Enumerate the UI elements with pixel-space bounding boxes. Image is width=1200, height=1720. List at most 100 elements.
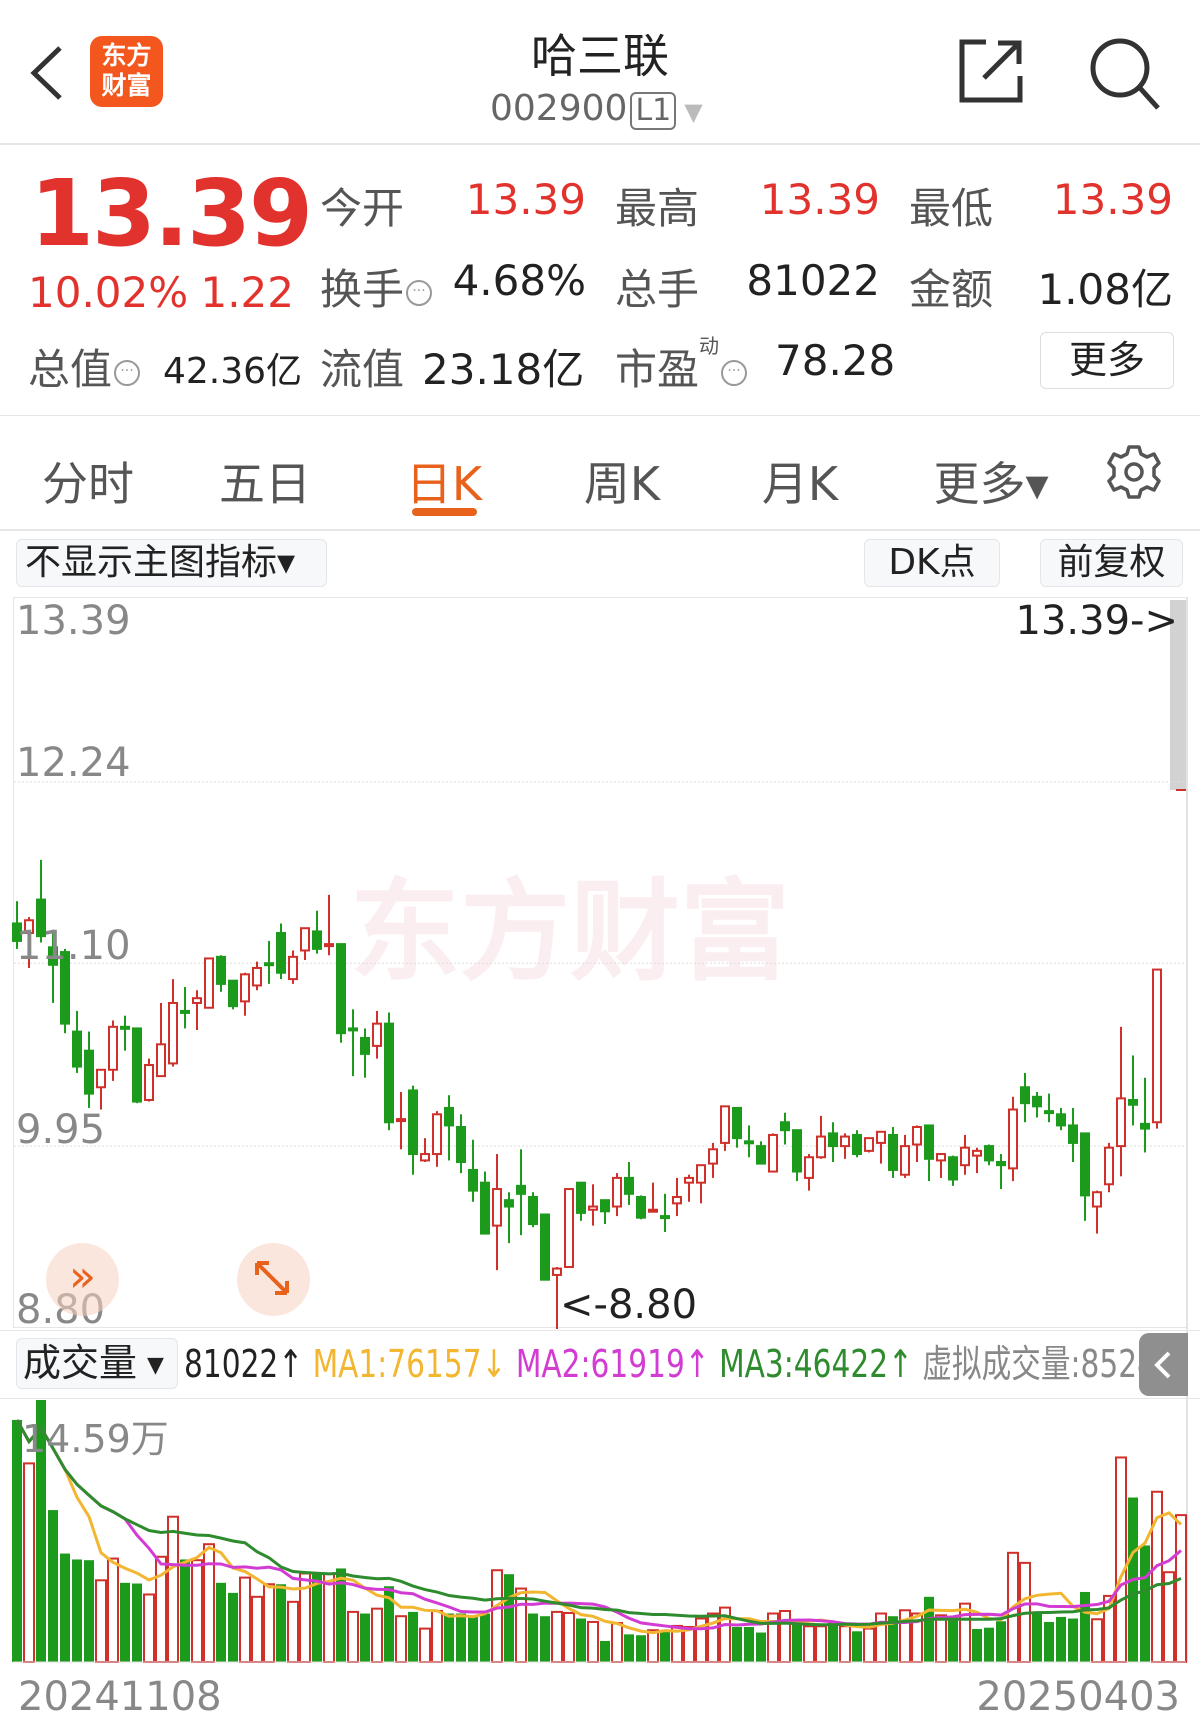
tab-five-day[interactable]: 五日	[219, 457, 311, 511]
volume-bar	[444, 1613, 454, 1662]
tab-monthly-k[interactable]: 月K	[761, 457, 839, 511]
info-icon: ···	[406, 279, 433, 306]
candle-body	[432, 1113, 442, 1156]
main-indicator-dropdown[interactable]: 不显示主图指标▾	[16, 539, 327, 587]
volume-bar	[431, 1610, 443, 1664]
stat-label-turnover[interactable]: 换手 ···	[320, 256, 433, 317]
stat-label-market-cap[interactable]: 总值 ···	[28, 336, 141, 397]
dropdown-arrow-icon: ▼	[147, 1353, 164, 1378]
volume-bar	[36, 1400, 46, 1662]
divider	[0, 1330, 1200, 1331]
volume-bar	[107, 1557, 119, 1664]
volume-bar	[815, 1625, 827, 1663]
change-percent: 10.02%	[28, 268, 189, 317]
candle-body	[468, 1168, 478, 1192]
divider	[0, 1398, 1200, 1399]
app-logo: 东方 财富	[90, 36, 163, 107]
stat-label-open: 今开	[320, 184, 405, 233]
volume-bar	[468, 1616, 478, 1662]
current-price: 13.39	[30, 160, 313, 267]
chevron-left-icon	[1154, 1351, 1171, 1379]
tab-intraday[interactable]: 分时	[42, 457, 134, 511]
candle-body	[672, 1195, 682, 1205]
volume-bar	[191, 1559, 203, 1663]
side-panel-toggle[interactable]	[1139, 1333, 1188, 1396]
candle-body	[912, 1126, 922, 1146]
volume-indicator-dropdown[interactable]: 成交量 ▼	[16, 1338, 178, 1389]
volume-bar	[95, 1579, 107, 1663]
candle-body	[708, 1148, 718, 1165]
y-axis-label: 13.39	[16, 598, 131, 644]
logo-text-line2: 财富	[101, 71, 152, 100]
more-stats-button[interactable]: 更多	[1040, 332, 1174, 389]
level-badge: L1	[630, 92, 677, 130]
virtual-volume-value: 虚拟成交量:85245	[922, 1342, 1175, 1386]
candle-body	[624, 1176, 634, 1195]
candle-body	[1020, 1086, 1030, 1105]
volume-bar	[828, 1623, 838, 1662]
candle-body	[288, 955, 298, 981]
candle-body	[180, 1009, 190, 1014]
stat-value-low: 13.39	[1052, 175, 1173, 224]
candle-body	[360, 1036, 370, 1055]
candle-body	[216, 955, 226, 985]
stock-code-selector[interactable]: 002900 L1 ▼	[490, 88, 703, 130]
collapse-panel-button[interactable]: »	[46, 1243, 119, 1316]
search-button[interactable]	[1088, 36, 1162, 110]
candle-body	[528, 1195, 538, 1226]
candle-body	[1104, 1146, 1114, 1186]
dk-point-button[interactable]: DK点	[864, 539, 1000, 587]
volume-bar	[504, 1574, 514, 1662]
back-button[interactable]	[26, 44, 70, 102]
candle-body	[420, 1153, 430, 1162]
volume-bar	[491, 1569, 503, 1664]
volume-bar	[1032, 1611, 1042, 1662]
stat-label-pe[interactable]: 市盈动···	[615, 334, 748, 397]
tab-more[interactable]: 更多▾	[933, 457, 1049, 511]
market-cap-label-text: 总值	[28, 345, 113, 394]
y-axis-label: 12.24	[16, 740, 131, 786]
share-button[interactable]	[958, 38, 1024, 104]
fullscreen-button[interactable]	[237, 1243, 310, 1316]
turnover-label-text: 换手	[320, 265, 405, 314]
price-chart-area[interactable]	[13, 597, 1187, 1328]
candle-body	[888, 1133, 898, 1171]
tab-weekly-k[interactable]: 周K	[583, 457, 661, 511]
volume-bar	[756, 1632, 766, 1662]
candle-body	[204, 957, 214, 1009]
candle-body	[924, 1124, 934, 1160]
ma2-value: MA2:61919↑	[515, 1342, 710, 1386]
y-axis-label: 9.95	[16, 1107, 106, 1153]
volume-bar	[371, 1607, 383, 1664]
candle-body	[684, 1176, 694, 1184]
volume-bar	[1115, 1456, 1127, 1663]
volume-bar	[587, 1620, 599, 1663]
volume-bar	[251, 1595, 263, 1663]
candle-body	[612, 1176, 622, 1208]
volume-bar	[744, 1626, 754, 1662]
candle-body	[492, 1188, 502, 1227]
candle-body	[1008, 1108, 1018, 1170]
volume-bar	[839, 1625, 851, 1663]
volume-bar	[384, 1586, 394, 1662]
last-price-marker: 13.39->	[1015, 598, 1178, 644]
volume-bar	[660, 1630, 670, 1662]
volume-bar	[84, 1560, 94, 1662]
ma1-line	[15, 1419, 1183, 1635]
chart-scrollbar[interactable]	[1170, 600, 1186, 790]
candle-body	[108, 1025, 118, 1071]
candle-body	[1032, 1095, 1042, 1108]
chart-settings-button[interactable]	[1106, 444, 1162, 500]
tab-daily-k[interactable]: 日K	[405, 457, 483, 511]
candle-body	[900, 1145, 910, 1176]
candle-body	[1116, 1097, 1126, 1148]
candle-body	[696, 1164, 706, 1184]
volume-bar	[1080, 1591, 1090, 1662]
info-icon: ···	[114, 359, 141, 386]
adjust-mode-button[interactable]: 前复权	[1040, 539, 1183, 587]
volume-bar	[551, 1610, 563, 1663]
volume-bar	[1056, 1616, 1066, 1662]
volume-bar	[419, 1627, 431, 1663]
candle-body	[1140, 1122, 1150, 1130]
